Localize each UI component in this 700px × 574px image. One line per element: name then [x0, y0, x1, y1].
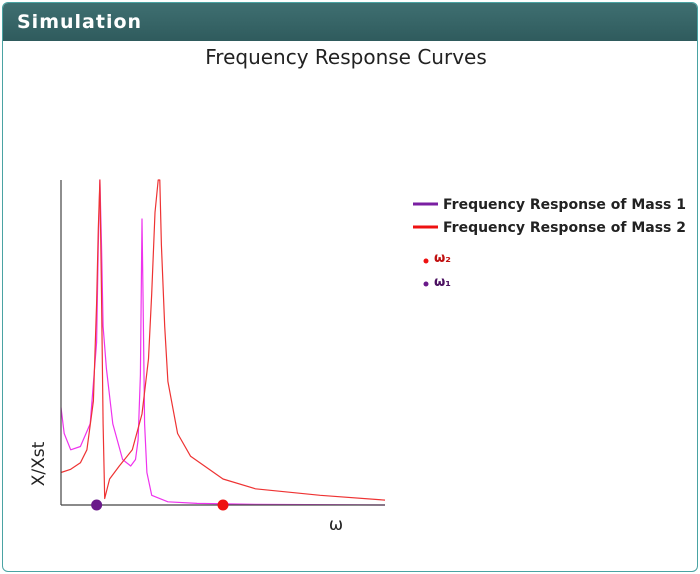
legend-label-omega-1: ω₁: [434, 275, 451, 290]
legend-dot-omega-1: [423, 281, 429, 287]
panel-title: Simulation: [17, 11, 143, 33]
y-axis-label: X/Xst: [29, 441, 49, 486]
legend-label-mass-1: Frequency Response of Mass 1: [443, 197, 686, 213]
marker-omega-2: [217, 499, 229, 511]
legend-label-omega-2: ω₂: [434, 251, 451, 266]
marker-omega-1: [91, 499, 103, 511]
series-line-mass-1: [60, 179, 386, 506]
marker-layer: [91, 499, 229, 511]
legend-dot-omega-2: [423, 258, 429, 264]
series-line-mass-2: [60, 179, 386, 501]
chart-title: Frequency Response Curves: [205, 45, 487, 69]
legend: Frequency Response of Mass 1 Frequency R…: [413, 197, 686, 290]
legend-label-mass-2: Frequency Response of Mass 2: [443, 220, 686, 236]
x-axis-label: ω: [329, 515, 343, 535]
panel-header: Simulation: [3, 3, 697, 41]
series-layer: [60, 179, 386, 506]
